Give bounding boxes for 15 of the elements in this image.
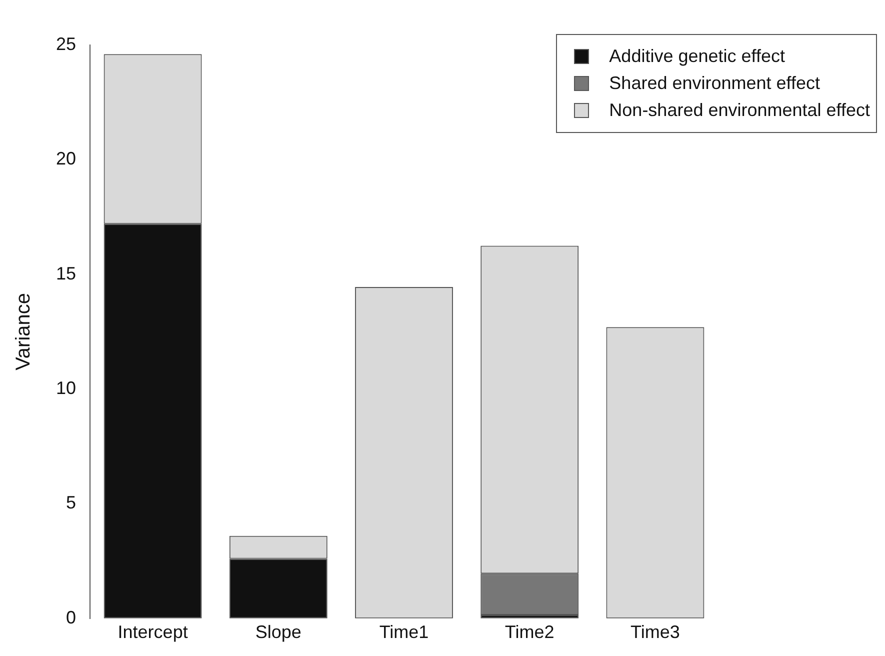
- y-axis-title: Variance: [12, 292, 35, 370]
- x-tick-label: Time3: [630, 622, 680, 642]
- x-tick-label: Slope: [255, 622, 302, 642]
- legend-label: Shared environment effect: [609, 72, 820, 95]
- x-tick-label: Time1: [379, 622, 429, 642]
- x-tick-label: Intercept: [118, 622, 188, 642]
- legend-label: Non-shared environmental effect: [609, 99, 870, 122]
- y-tick-label: 5: [66, 492, 76, 513]
- legend-label: Additive genetic effect: [609, 45, 785, 68]
- y-tick-label: 10: [56, 378, 76, 398]
- y-tick-label: 25: [56, 34, 76, 54]
- y-tick-label: 15: [56, 263, 76, 284]
- y-tick-label: 20: [56, 148, 76, 169]
- x-tick-label: Time2: [504, 622, 554, 642]
- y-tick-label: 0: [66, 607, 76, 628]
